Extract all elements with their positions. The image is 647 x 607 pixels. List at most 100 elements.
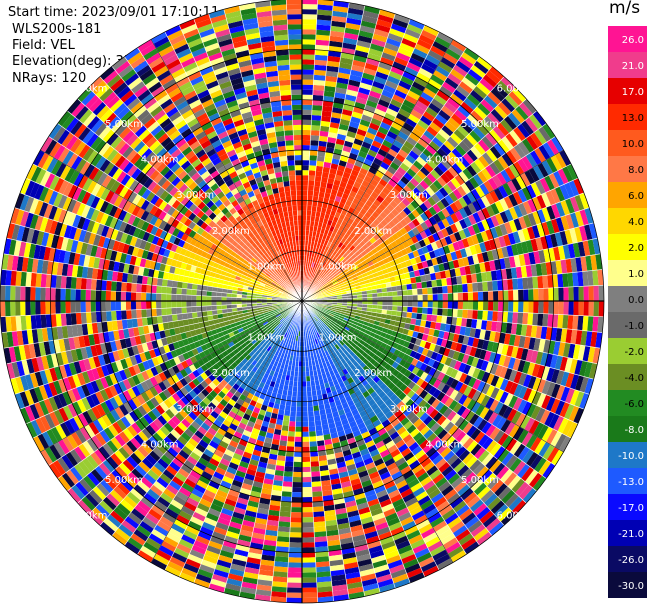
velocity-gate bbox=[391, 216, 400, 225]
velocity-gate bbox=[309, 155, 318, 161]
velocity-gate bbox=[302, 210, 307, 216]
velocity-gate bbox=[321, 293, 327, 296]
velocity-gate bbox=[320, 316, 326, 322]
velocity-gate bbox=[463, 541, 480, 555]
velocity-gate bbox=[340, 273, 346, 279]
velocity-gate bbox=[548, 413, 560, 429]
velocity-gate bbox=[312, 105, 323, 111]
velocity-gate bbox=[361, 290, 368, 295]
velocity-gate bbox=[523, 336, 531, 350]
velocity-gate bbox=[438, 263, 445, 272]
velocity-gate bbox=[308, 180, 315, 186]
velocity-gate bbox=[406, 312, 413, 319]
velocity-gate bbox=[309, 267, 313, 273]
velocity-gate bbox=[578, 286, 584, 301]
velocity-gate bbox=[292, 471, 302, 478]
velocity-gate bbox=[403, 369, 412, 378]
velocity-gate bbox=[565, 328, 573, 344]
velocity-gate bbox=[331, 326, 338, 332]
velocity-gate bbox=[333, 0, 350, 8]
velocity-gate bbox=[412, 294, 418, 301]
velocity-gate bbox=[541, 366, 550, 381]
velocity-gate bbox=[489, 260, 496, 272]
velocity-gate bbox=[327, 247, 333, 254]
velocity-gate bbox=[306, 205, 312, 211]
velocity-gate bbox=[467, 214, 477, 226]
velocity-gate bbox=[533, 301, 539, 314]
velocity-gate bbox=[326, 182, 334, 190]
velocity-gate bbox=[423, 415, 433, 426]
velocity-gate bbox=[352, 197, 360, 206]
instrument-label: WLS200s-181 bbox=[12, 22, 102, 37]
velocity-gate bbox=[317, 145, 327, 152]
velocity-gate bbox=[408, 441, 420, 452]
velocity-gate bbox=[393, 117, 406, 127]
velocity-gate bbox=[346, 130, 357, 139]
velocity-gate bbox=[357, 301, 363, 305]
velocity-gate bbox=[528, 419, 540, 435]
velocity-gate bbox=[458, 81, 473, 94]
velocity-gate bbox=[517, 141, 530, 156]
velocity-gate bbox=[517, 399, 528, 413]
velocity-gate bbox=[346, 353, 353, 360]
velocity-gate bbox=[413, 418, 423, 429]
velocity-gate bbox=[447, 73, 462, 86]
velocity-gate bbox=[380, 283, 387, 289]
velocity-gate bbox=[461, 275, 468, 285]
velocity-gate bbox=[337, 317, 344, 322]
velocity-gate bbox=[393, 170, 404, 180]
velocity-gate bbox=[538, 126, 552, 142]
velocity-gate bbox=[487, 476, 501, 490]
velocity-gate bbox=[527, 198, 537, 213]
velocity-gate bbox=[316, 19, 332, 26]
velocity-gate bbox=[316, 320, 321, 326]
velocity-gate bbox=[311, 285, 316, 290]
velocity-gate bbox=[432, 369, 441, 379]
velocity-gate bbox=[326, 280, 332, 285]
velocity-gate bbox=[312, 273, 316, 279]
velocity-gate bbox=[433, 151, 445, 163]
velocity-gate bbox=[379, 56, 394, 66]
velocity-gate bbox=[415, 386, 425, 396]
velocity-gate bbox=[385, 314, 392, 320]
velocity-gate bbox=[531, 196, 542, 211]
velocity-gate bbox=[393, 269, 400, 277]
velocity-gate bbox=[357, 303, 363, 308]
velocity-gate bbox=[302, 512, 314, 518]
velocity-gate bbox=[530, 182, 542, 197]
velocity-gate bbox=[302, 180, 309, 186]
velocity-gate bbox=[412, 331, 419, 339]
velocity-gate bbox=[500, 169, 512, 183]
velocity-gate bbox=[388, 126, 401, 136]
velocity-gate bbox=[337, 334, 344, 341]
velocity-gate bbox=[345, 263, 351, 269]
velocity-gate bbox=[372, 80, 385, 90]
velocity-gate bbox=[546, 157, 558, 173]
velocity-gate bbox=[366, 127, 378, 136]
velocity-gate bbox=[454, 325, 462, 335]
velocity-gate bbox=[351, 273, 358, 279]
velocity-gate bbox=[379, 144, 391, 153]
velocity-gate bbox=[406, 23, 423, 35]
velocity-gate bbox=[559, 230, 568, 246]
velocity-gate bbox=[320, 249, 325, 255]
velocity-gate bbox=[321, 282, 327, 287]
velocity-gate bbox=[378, 321, 385, 328]
velocity-gate bbox=[455, 85, 470, 98]
velocity-gate bbox=[355, 357, 363, 365]
velocity-gate bbox=[362, 304, 368, 308]
velocity-gate bbox=[480, 394, 491, 407]
velocity-gate bbox=[312, 268, 317, 274]
velocity-gate bbox=[324, 151, 334, 159]
velocity-gate bbox=[332, 280, 338, 285]
velocity-gate bbox=[341, 266, 347, 272]
velocity-gate bbox=[500, 322, 508, 334]
velocity-gate bbox=[407, 113, 420, 124]
velocity-gate bbox=[328, 313, 335, 317]
velocity-gate bbox=[426, 349, 434, 359]
velocity-gate bbox=[527, 375, 537, 390]
velocity-gate bbox=[360, 345, 368, 352]
velocity-gate bbox=[403, 33, 419, 44]
velocity-gate bbox=[432, 213, 442, 223]
velocity-gate bbox=[365, 240, 373, 248]
